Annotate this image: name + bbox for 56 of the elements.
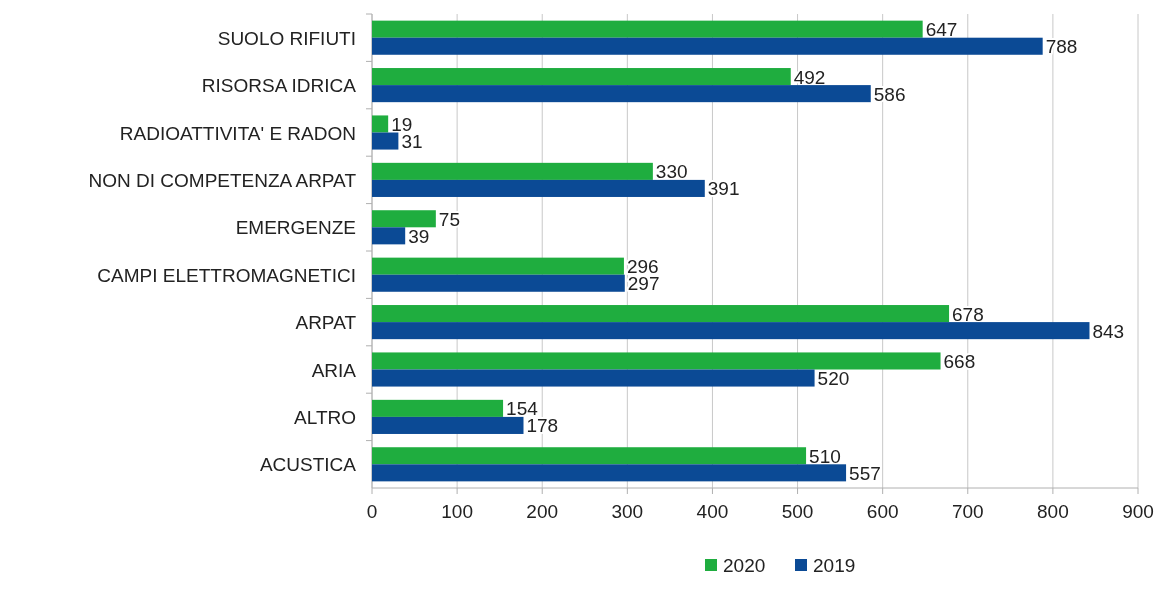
data-label: 75	[438, 208, 460, 230]
bar	[372, 464, 847, 482]
y-tick-label: CAMPI ELETTROMAGNETICI	[97, 264, 356, 286]
x-tick-label: 500	[781, 501, 814, 522]
legend-label: 2019	[813, 555, 856, 576]
legend-label: 2020	[723, 555, 766, 576]
x-tick-label: 700	[951, 501, 984, 522]
bar	[372, 399, 504, 417]
bar	[372, 179, 705, 197]
data-label: 647	[925, 19, 958, 41]
x-tick-label: 300	[611, 501, 644, 522]
bar	[372, 20, 923, 38]
y-tick-label: ACUSTICA	[259, 454, 357, 476]
bar	[372, 447, 807, 465]
bar	[372, 68, 791, 86]
bar	[372, 322, 1090, 340]
bar	[372, 257, 624, 275]
x-tick-label: 400	[696, 501, 729, 522]
data-label: 510	[809, 445, 841, 467]
y-tick-label: ARIA	[311, 359, 357, 381]
data-label: 520	[817, 368, 850, 390]
y-tick-label: EMERGENZE	[235, 217, 356, 239]
bar	[372, 115, 389, 133]
data-label: 668	[943, 350, 976, 372]
bar	[372, 416, 524, 434]
data-label: 330	[655, 161, 688, 183]
y-tick-label: SUOLO RIFIUTI	[217, 27, 356, 49]
bar	[372, 305, 950, 323]
bar	[372, 369, 815, 387]
bar	[372, 37, 1043, 55]
y-tick-label: RISORSA IDRICA	[201, 75, 357, 97]
x-tick-label: 200	[526, 501, 559, 522]
x-tick-label: 600	[866, 501, 899, 522]
y-tick-label: NON DI COMPETENZA ARPAT	[88, 169, 357, 191]
bar	[372, 132, 399, 150]
x-tick-label: 900	[1122, 501, 1154, 522]
data-label: 843	[1092, 320, 1125, 342]
bar	[372, 85, 871, 103]
y-tick-label: ALTRO	[294, 406, 356, 428]
y-tick-label: ARPAT	[295, 312, 357, 334]
data-label: 678	[952, 303, 984, 325]
data-label: 39	[408, 225, 430, 247]
bar	[372, 162, 653, 180]
x-tick-label: 100	[441, 501, 473, 522]
data-label: 492	[793, 66, 826, 88]
x-tick-label: 0	[366, 501, 378, 522]
x-tick-label: 800	[1037, 501, 1069, 522]
bar	[372, 210, 436, 228]
bar	[372, 352, 941, 370]
data-label: 788	[1045, 36, 1078, 58]
y-tick-label: RADIOATTIVITA' E RADON	[119, 122, 356, 144]
bar	[372, 274, 625, 292]
data-label: 391	[707, 178, 740, 200]
data-label: 586	[873, 83, 906, 105]
bar	[372, 227, 406, 245]
data-label: 557	[849, 462, 881, 484]
